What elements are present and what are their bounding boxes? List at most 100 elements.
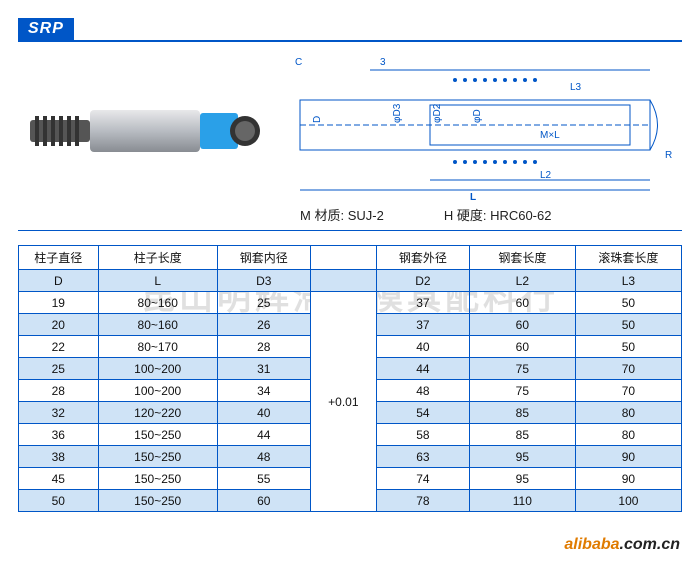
material-notes: M 材质: SUJ-2 H 硬度: HRC60-62 [300, 205, 680, 224]
table-cell: 38 [19, 446, 99, 468]
table-header-group: 柱子直径 柱子长度 钢套内径 钢套外径 钢套长度 滚珠套长度 [19, 246, 682, 270]
table-cell: 90 [575, 446, 681, 468]
table-cell: 44 [217, 424, 310, 446]
table-cell: 80~170 [98, 336, 217, 358]
table-cell: 150~250 [98, 468, 217, 490]
table-cell: 60 [217, 490, 310, 512]
table-cell: 85 [469, 424, 575, 446]
th-col-outer: 钢套外径 [376, 246, 469, 270]
th-L2: L2 [469, 270, 575, 292]
th-col-diameter: 柱子直径 [19, 246, 99, 270]
table-cell: 25 [19, 358, 99, 380]
table-cell: 45 [19, 468, 99, 490]
th-D2: D2 [376, 270, 469, 292]
table-cell: 55 [217, 468, 310, 490]
table-cell: 44 [376, 358, 469, 380]
svg-text:D: D [312, 116, 323, 123]
product-photo [30, 80, 260, 180]
alibaba-watermark: alibaba.com.cn [564, 536, 680, 554]
table-cell: 74 [376, 468, 469, 490]
table-cell: 95 [469, 468, 575, 490]
svg-text:L: L [470, 192, 476, 200]
table-cell: 90 [575, 468, 681, 490]
th-blank [310, 270, 376, 292]
material-label: M 材质: [300, 208, 344, 223]
table-cell: 60 [469, 292, 575, 314]
table-cell: 100~200 [98, 380, 217, 402]
table-cell: 48 [376, 380, 469, 402]
svg-text:L3: L3 [570, 82, 582, 93]
table-cell: 78 [376, 490, 469, 512]
technical-diagram: C 3 L3 M×L L2 L R φD3 φD2 φD D [280, 50, 680, 200]
table-cell: 22 [19, 336, 99, 358]
table-cell: 40 [376, 336, 469, 358]
table-cell: 32 [19, 402, 99, 424]
table-cell: 60 [469, 336, 575, 358]
table-cell: 50 [575, 314, 681, 336]
th-D3: D3 [217, 270, 310, 292]
table-cell: 85 [469, 402, 575, 424]
table-cell: 54 [376, 402, 469, 424]
table-cell: 48 [217, 446, 310, 468]
table-row: 1980~16025+0.01376050 [19, 292, 682, 314]
table-cell: 36 [19, 424, 99, 446]
table-cell: 50 [19, 490, 99, 512]
table-cell: 50 [575, 292, 681, 314]
svg-text:C: C [295, 57, 302, 68]
table-cell: 28 [19, 380, 99, 402]
table-cell: 80 [575, 424, 681, 446]
table-cell: 63 [376, 446, 469, 468]
th-col-ball-len: 滚珠套长度 [575, 246, 681, 270]
table-cell: 110 [469, 490, 575, 512]
table-cell: 95 [469, 446, 575, 468]
svg-text:φD: φD [472, 109, 483, 123]
svg-text:R: R [665, 150, 672, 161]
table-cell: 58 [376, 424, 469, 446]
table-cell: 20 [19, 314, 99, 336]
table-cell: 150~250 [98, 424, 217, 446]
svg-text:φD2: φD2 [432, 103, 443, 123]
table-cell: 80 [575, 402, 681, 424]
th-col-tol [310, 246, 376, 270]
spec-table: 柱子直径 柱子长度 钢套内径 钢套外径 钢套长度 滚珠套长度 D L D3 D2… [18, 245, 682, 512]
brand-badge: SRP [18, 18, 74, 40]
th-L3: L3 [575, 270, 681, 292]
table-cell: 75 [469, 358, 575, 380]
table-cell: 80~160 [98, 314, 217, 336]
th-col-inner: 钢套内径 [217, 246, 310, 270]
table-cell: 60 [469, 314, 575, 336]
table-cell: 120~220 [98, 402, 217, 424]
material-value: SUJ-2 [348, 208, 384, 223]
th-col-length: 柱子长度 [98, 246, 217, 270]
table-cell: 28 [217, 336, 310, 358]
table-cell: 100~200 [98, 358, 217, 380]
spec-table-wrap: 柱子直径 柱子长度 钢套内径 钢套外径 钢套长度 滚珠套长度 D L D3 D2… [18, 245, 682, 512]
table-cell: 75 [469, 380, 575, 402]
table-cell: 25 [217, 292, 310, 314]
hardness-label: H 硬度: [444, 208, 487, 223]
hardness-value: HRC60-62 [490, 208, 551, 223]
svg-text:3: 3 [380, 57, 386, 68]
table-cell: 100 [575, 490, 681, 512]
brand-divider [18, 40, 682, 42]
svg-text:L2: L2 [540, 170, 552, 181]
tolerance-cell: +0.01 [310, 292, 376, 512]
table-body: 1980~16025+0.013760502080~16026376050228… [19, 292, 682, 512]
table-cell: 150~250 [98, 490, 217, 512]
table-cell: 150~250 [98, 446, 217, 468]
table-cell: 37 [376, 314, 469, 336]
table-header-sym: D L D3 D2 L2 L3 [19, 270, 682, 292]
svg-text:M×L: M×L [540, 130, 560, 141]
th-D: D [19, 270, 99, 292]
table-cell: 19 [19, 292, 99, 314]
th-col-sleeve-len: 钢套长度 [469, 246, 575, 270]
table-cell: 40 [217, 402, 310, 424]
table-cell: 26 [217, 314, 310, 336]
table-cell: 37 [376, 292, 469, 314]
table-cell: 80~160 [98, 292, 217, 314]
table-cell: 50 [575, 336, 681, 358]
th-L: L [98, 270, 217, 292]
table-cell: 70 [575, 380, 681, 402]
section-divider [18, 230, 682, 231]
svg-text:φD3: φD3 [392, 103, 403, 123]
